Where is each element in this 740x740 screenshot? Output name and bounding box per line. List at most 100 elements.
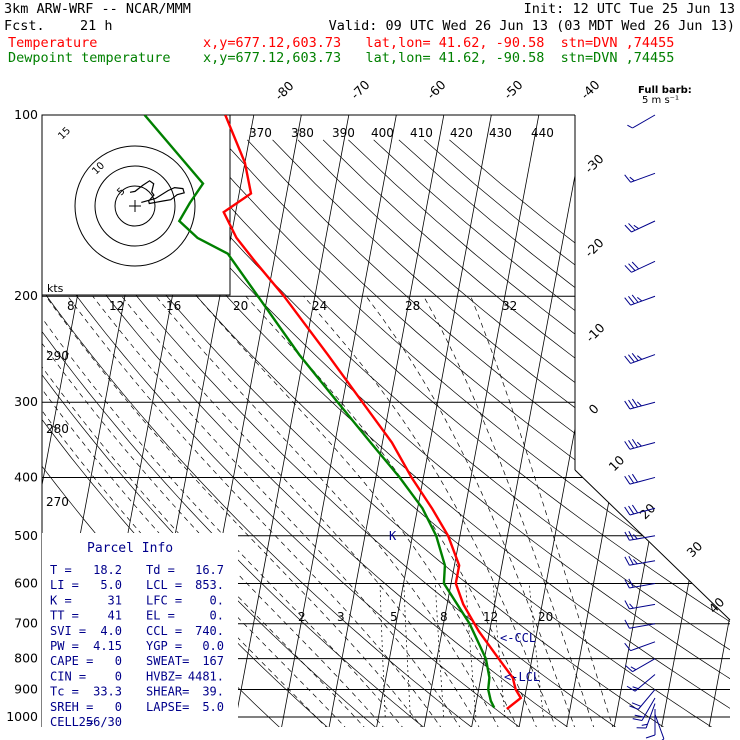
parcel-info-cell: EL = [146, 609, 175, 623]
parcel-info-cell: 0 [115, 669, 122, 683]
pressure-tick-label: 800 [14, 651, 38, 666]
wind-barb-flag [624, 531, 630, 541]
isotherm-label: -60 [424, 77, 449, 102]
wind-barb [624, 172, 656, 183]
hodograph-trace [129, 180, 185, 205]
wind-barb-flag [633, 534, 638, 540]
wind-barb-flag [628, 354, 635, 363]
wind-barb-staff [629, 582, 656, 589]
wind-barb-flag [641, 723, 648, 726]
mixing-ratio-line [528, 583, 544, 718]
theta-label: 430 [489, 126, 512, 140]
wind-barb-flag [634, 714, 645, 718]
pressure-tick-label: 400 [14, 469, 38, 484]
dry-adiabat [348, 139, 730, 727]
isotherm-line [708, 115, 730, 727]
dry-adiabat [247, 139, 730, 727]
hodo-speed-label: 16 [166, 299, 181, 313]
wind-barb-flag [629, 176, 635, 182]
pressure-tick-label: 200 [14, 288, 38, 303]
dewpoint-location: x,y=677.12,603.73 lat,lon= 41.62, -90.58… [203, 50, 675, 66]
wind-barb-staff [629, 603, 656, 610]
parcel-info-cell: SREH = [50, 700, 93, 714]
dry-adiabat [42, 139, 572, 727]
wind-barb-flag [636, 441, 642, 447]
dry-adiabat [42, 139, 476, 727]
wind-barb [624, 600, 656, 610]
forecast-hours: 21 h [80, 18, 113, 34]
parcel-info-cell: 0. [210, 593, 224, 607]
wind-barb-staff [641, 697, 656, 721]
wind-barb-flag [631, 473, 639, 483]
wind-barb-flag [631, 438, 639, 448]
wind-barb-flag [628, 505, 635, 515]
wind-barb-staff [630, 641, 656, 652]
wind-barb [624, 438, 656, 450]
parcel-info-cell: 5.0 [100, 578, 122, 592]
wind-barb-flag [628, 263, 636, 271]
wind-barb-flag [632, 718, 643, 722]
dry-adiabat [42, 139, 524, 727]
parcel-info-cell: HVBZ= [146, 669, 182, 683]
wind-barb [624, 473, 656, 485]
wind-barb-flag [628, 474, 635, 484]
parcel-info-cell: 853. [195, 578, 224, 592]
isotherm-label: 0 [586, 401, 602, 417]
k-marker: K [389, 529, 397, 543]
isotherm-label: 20 [637, 500, 659, 522]
wind-barb-staff [629, 560, 656, 566]
barb-legend-title: Full barb: [638, 85, 692, 96]
parcel-info-cell: 16.7 [195, 563, 224, 577]
wind-barb-flag [631, 702, 642, 707]
dry-adiabat [423, 139, 730, 727]
hodograph-panel [41, 114, 231, 296]
parcel-info-cell: Tc = [50, 685, 79, 699]
wind-barb-flag [624, 400, 631, 410]
hodo-speed-label: 8 [67, 299, 75, 313]
wind-barb-flag [624, 441, 631, 450]
wind-barb [624, 220, 656, 233]
wind-barb-flag [632, 686, 639, 690]
wind-barb [627, 114, 656, 129]
parcel-info-cell: CAPE = [50, 654, 93, 668]
theta-label-lower: 290 [46, 349, 69, 363]
moist-adiabat [92, 295, 462, 727]
parcel-info-cell: SWEAT= [146, 654, 189, 668]
wind-barb-flag [630, 666, 637, 671]
parcel-info-cell: SVI = [50, 624, 86, 638]
theta-label: 410 [410, 126, 433, 140]
ccl-marker: <-CCL [500, 631, 536, 645]
parcel-info-cell: K = [50, 593, 72, 607]
wind-barb [624, 294, 656, 306]
wind-barb-flag [625, 664, 633, 673]
parcel-info-cell: T = [50, 563, 72, 577]
temperature-profile [222, 115, 523, 710]
parcel-info-cell: 4481. [188, 669, 224, 683]
theta-label: 380 [291, 126, 314, 140]
dewpoint-profile [143, 115, 496, 709]
wind-barb-staff [629, 623, 656, 629]
wind-barb-flag [628, 223, 636, 231]
hodo-speed-label: 32 [502, 299, 517, 313]
isotherm-label: -50 [501, 77, 526, 102]
wind-barb-flag [637, 296, 643, 302]
wind-barb [625, 658, 656, 673]
dry-adiabat [449, 139, 730, 727]
theta-label: 390 [332, 126, 355, 140]
wind-barb-staff [630, 295, 656, 306]
wind-barb-flag [633, 559, 638, 565]
isotherm-label: -70 [348, 77, 373, 102]
wind-barb-staff [637, 689, 656, 710]
wind-barb-flag [624, 297, 631, 306]
parcel-info-cell: 0 [115, 654, 122, 668]
parcel-info-cell: SHEAR= [146, 685, 189, 699]
wind-barb-flag [631, 352, 639, 362]
mixing-ratio-label: 5 [390, 610, 398, 624]
wind-barb-flag [631, 398, 639, 408]
mixing-ratio-line [434, 583, 445, 718]
wind-barb [624, 504, 656, 516]
wind-barb-flag [624, 355, 631, 364]
isotherm-line [613, 115, 730, 727]
hodograph-units: kts [47, 282, 64, 295]
pressure-tick-label: 1000 [6, 709, 38, 724]
